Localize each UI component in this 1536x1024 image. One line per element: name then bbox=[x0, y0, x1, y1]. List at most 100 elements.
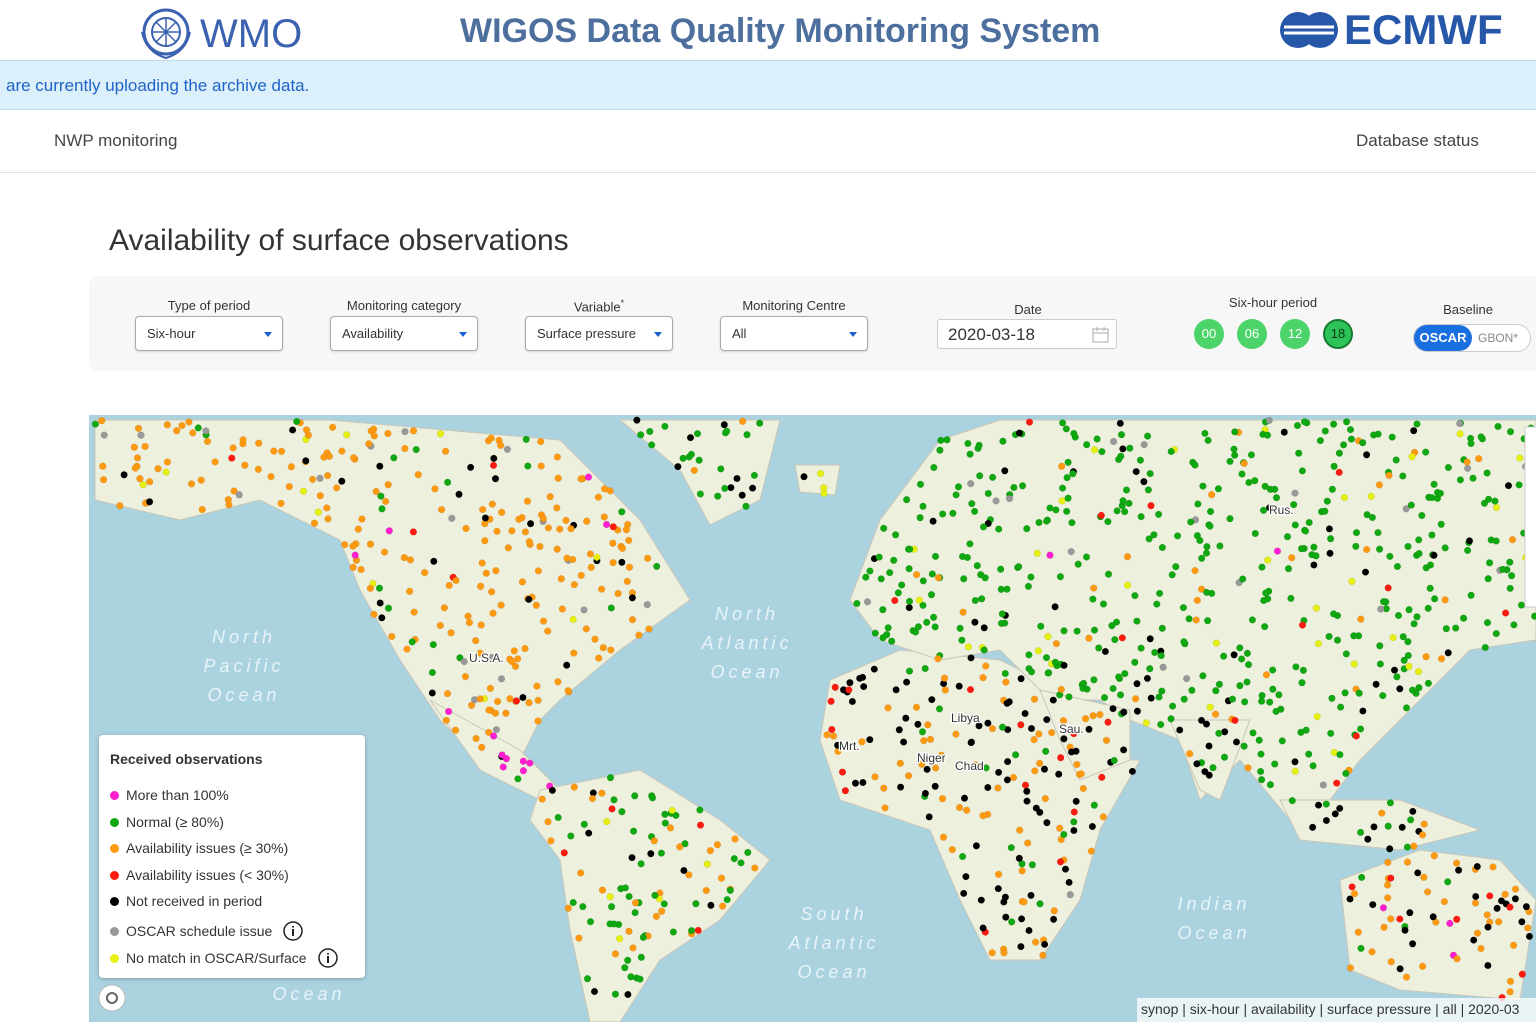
station-dot[interactable] bbox=[1231, 451, 1239, 459]
station-dot[interactable] bbox=[1384, 894, 1392, 902]
station-dot[interactable] bbox=[877, 575, 885, 583]
station-dot[interactable] bbox=[631, 899, 640, 907]
station-dot[interactable] bbox=[477, 621, 485, 629]
station-dot[interactable] bbox=[1046, 504, 1054, 512]
station-dot[interactable] bbox=[1495, 918, 1503, 926]
station-dot[interactable] bbox=[546, 493, 554, 501]
station-dot[interactable] bbox=[895, 726, 903, 734]
station-dot[interactable] bbox=[508, 657, 516, 666]
station-dot[interactable] bbox=[586, 918, 595, 926]
station-dot[interactable] bbox=[583, 517, 591, 525]
zoom-controls[interactable] bbox=[1524, 426, 1536, 608]
station-dot[interactable] bbox=[940, 674, 949, 682]
station-dot[interactable] bbox=[197, 476, 205, 484]
station-dot[interactable] bbox=[472, 734, 480, 743]
station-dot[interactable] bbox=[585, 829, 593, 837]
station-dot[interactable] bbox=[1206, 522, 1214, 530]
station-dot[interactable] bbox=[1342, 418, 1351, 426]
station-dot[interactable] bbox=[1396, 685, 1404, 693]
station-dot[interactable] bbox=[633, 416, 641, 424]
station-dot[interactable] bbox=[1090, 801, 1098, 809]
station-dot[interactable] bbox=[270, 447, 278, 455]
station-dot[interactable] bbox=[1396, 965, 1404, 973]
station-dot[interactable] bbox=[896, 759, 904, 767]
station-dot[interactable] bbox=[154, 465, 162, 473]
station-dot[interactable] bbox=[645, 625, 653, 633]
station-dot[interactable] bbox=[1243, 649, 1252, 657]
station-dot[interactable] bbox=[1100, 693, 1109, 702]
station-dot[interactable] bbox=[478, 743, 486, 751]
station-dot[interactable] bbox=[1244, 660, 1253, 669]
station-dot[interactable] bbox=[1027, 724, 1036, 733]
station-dot[interactable] bbox=[902, 714, 910, 722]
station-dot[interactable] bbox=[1384, 858, 1392, 867]
station-dot[interactable] bbox=[994, 784, 1002, 792]
station-dot[interactable] bbox=[637, 860, 645, 868]
info-icon[interactable] bbox=[282, 920, 304, 942]
station-dot[interactable] bbox=[489, 732, 498, 740]
station-dot[interactable] bbox=[1191, 566, 1199, 575]
station-dot[interactable] bbox=[635, 631, 643, 639]
station-dot[interactable] bbox=[653, 562, 661, 571]
station-dot[interactable] bbox=[1077, 770, 1085, 778]
station-dot[interactable] bbox=[726, 886, 734, 894]
station-dot[interactable] bbox=[931, 764, 940, 772]
station-dot[interactable] bbox=[624, 956, 632, 964]
station-dot[interactable] bbox=[1310, 561, 1318, 569]
station-dot[interactable] bbox=[577, 571, 585, 580]
station-dot[interactable] bbox=[116, 502, 124, 510]
station-dot[interactable] bbox=[984, 519, 992, 528]
station-dot[interactable] bbox=[532, 601, 540, 609]
station-dot[interactable] bbox=[623, 577, 631, 586]
station-dot[interactable] bbox=[1292, 663, 1300, 671]
station-dot[interactable] bbox=[679, 454, 687, 462]
station-dot[interactable] bbox=[1212, 687, 1220, 695]
station-dot[interactable] bbox=[1247, 451, 1256, 459]
station-dot[interactable] bbox=[1423, 888, 1432, 896]
station-dot[interactable] bbox=[600, 513, 608, 521]
station-dot[interactable] bbox=[905, 565, 913, 573]
station-dot[interactable] bbox=[1336, 703, 1345, 711]
station-dot[interactable] bbox=[1098, 773, 1106, 781]
station-dot[interactable] bbox=[1131, 591, 1139, 600]
station-dot[interactable] bbox=[341, 540, 349, 549]
station-dot[interactable] bbox=[1341, 689, 1349, 697]
station-dot[interactable] bbox=[629, 944, 637, 952]
station-dot[interactable] bbox=[445, 581, 453, 590]
period-button[interactable]: 06 bbox=[1237, 319, 1267, 349]
station-dot[interactable] bbox=[1299, 666, 1308, 674]
station-dot[interactable] bbox=[1120, 708, 1128, 716]
station-dot[interactable] bbox=[618, 808, 626, 816]
station-dot[interactable] bbox=[1018, 867, 1026, 875]
station-dot[interactable] bbox=[652, 912, 661, 920]
station-dot[interactable] bbox=[960, 575, 968, 583]
station-dot[interactable] bbox=[519, 693, 527, 702]
station-dot[interactable] bbox=[1118, 634, 1126, 642]
station-dot[interactable] bbox=[558, 605, 566, 613]
station-dot[interactable] bbox=[1232, 738, 1241, 746]
station-dot[interactable] bbox=[984, 783, 992, 792]
station-dot[interactable] bbox=[519, 757, 527, 765]
station-dot[interactable] bbox=[628, 616, 637, 624]
station-dot[interactable] bbox=[1350, 632, 1358, 640]
station-dot[interactable] bbox=[1168, 702, 1177, 710]
station-dot[interactable] bbox=[1236, 644, 1244, 652]
station-dot[interactable] bbox=[487, 434, 495, 442]
station-dot[interactable] bbox=[866, 735, 874, 744]
station-dot[interactable] bbox=[1069, 470, 1077, 478]
station-dot[interactable] bbox=[918, 760, 926, 768]
station-dot[interactable] bbox=[1298, 621, 1307, 629]
station-dot[interactable] bbox=[890, 556, 898, 564]
station-dot[interactable] bbox=[365, 440, 373, 448]
station-dot[interactable] bbox=[1005, 494, 1014, 503]
station-dot[interactable] bbox=[823, 731, 831, 739]
station-dot[interactable] bbox=[467, 701, 476, 709]
station-dot[interactable] bbox=[1335, 468, 1343, 477]
station-dot[interactable] bbox=[1314, 801, 1323, 809]
station-dot[interactable] bbox=[1493, 904, 1501, 912]
station-dot[interactable] bbox=[931, 782, 939, 790]
station-dot[interactable] bbox=[598, 789, 606, 797]
station-dot[interactable] bbox=[493, 697, 502, 706]
station-dot[interactable] bbox=[447, 629, 455, 637]
station-dot[interactable] bbox=[569, 898, 577, 907]
